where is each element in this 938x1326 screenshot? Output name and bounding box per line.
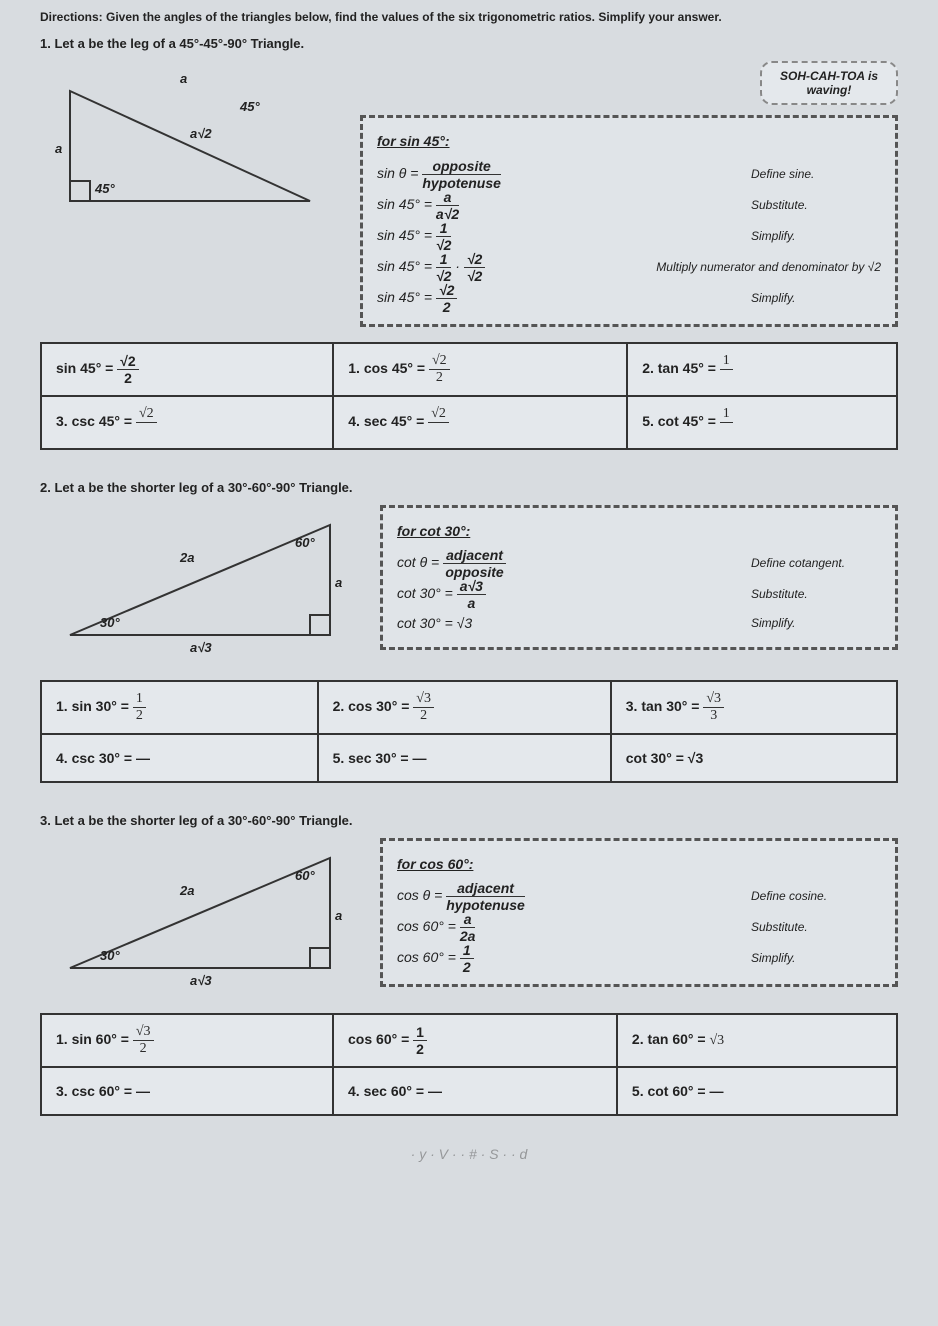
p2-tan: 3. tan 30° = √33 <box>611 681 897 734</box>
p3-cos: cos 60° = 12 <box>333 1014 617 1067</box>
p1-cot: 5. cot 45° = 1 <box>627 396 897 449</box>
work2-r1-eq: cot θ = adjacentopposite <box>397 548 741 579</box>
p2-sin: 1. sin 30° = 12 <box>41 681 318 734</box>
tri3-ang60: 60° <box>295 868 315 883</box>
work2-r3-lbl: Simplify. <box>741 612 881 635</box>
tri2-ang30: 30° <box>100 615 120 630</box>
tri3-hyp: 2a <box>180 883 194 898</box>
triangle-3: 2a a a√3 30° 60° <box>40 838 360 998</box>
work2-heading: for cot 30°: <box>397 518 881 545</box>
p3-sin: 1. sin 60° = √32 <box>41 1014 333 1067</box>
work3-r1-eq: cos θ = adjacenthypotenuse <box>397 881 741 912</box>
work2-r2-eq: cot 30° = a√3a <box>397 579 741 610</box>
p3-sec: 4. sec 60° = — <box>333 1067 617 1115</box>
work1-r5-lbl: Simplify. <box>741 287 881 310</box>
work1-r4-eq: sin 45° = 1√2 · √2√2 <box>377 252 646 283</box>
work1-r5-eq: sin 45° = √22 <box>377 283 741 314</box>
problem-2-title: 2. Let a be the shorter leg of a 30°-60°… <box>40 480 898 495</box>
p1-tan: 2. tan 45° = 1 <box>627 343 897 396</box>
work1-r3-lbl: Simplify. <box>741 225 881 248</box>
p2-sec: 5. sec 30° = — <box>318 734 611 782</box>
tri3-short: a <box>335 908 342 923</box>
p3-tan: 2. tan 60° = √3 <box>617 1014 897 1067</box>
triangle-2: 2a a a√3 30° 60° <box>40 505 360 665</box>
problem-1: 1. Let a be the leg of a 45°-45°-90° Tri… <box>40 36 898 450</box>
p3-cot: 5. cot 60° = — <box>617 1067 897 1115</box>
tri2-short: a <box>335 575 342 590</box>
tri2-ang60: 60° <box>295 535 315 550</box>
p1-sec: 4. sec 45° = √2 <box>333 396 627 449</box>
tri1-side-top: a <box>180 71 187 86</box>
work2-r1-lbl: Define cotangent. <box>741 552 881 575</box>
work1-heading: for sin 45°: <box>377 128 881 155</box>
work1-r4-lbl: Multiply numerator and denominator by √2 <box>646 256 881 279</box>
answers-table-3: 1. sin 60° = √32 cos 60° = 12 2. tan 60°… <box>40 1013 898 1116</box>
problem-3: 3. Let a be the shorter leg of a 30°-60°… <box>40 813 898 1116</box>
work1-r1-eq: sin θ = oppositehypotenuse <box>377 159 741 190</box>
work1-r2-eq: sin 45° = aa√2 <box>377 190 741 221</box>
tri1-ang45b: 45° <box>240 99 260 114</box>
p3-csc: 3. csc 60° = — <box>41 1067 333 1115</box>
work1-r2-lbl: Substitute. <box>741 194 881 217</box>
work3-r3-lbl: Simplify. <box>741 947 881 970</box>
tri1-hyp: a√2 <box>190 126 212 141</box>
work1-r1-lbl: Define sine. <box>741 163 881 186</box>
p2-csc: 4. csc 30° = — <box>41 734 318 782</box>
work2-r2-lbl: Substitute. <box>741 583 881 606</box>
work3-r1-lbl: Define cosine. <box>741 885 881 908</box>
work3-heading: for cos 60°: <box>397 851 881 878</box>
tri2-hyp: 2a <box>180 550 194 565</box>
answers-table-2: 1. sin 30° = 12 2. cos 30° = √32 3. tan … <box>40 680 898 783</box>
p2-cot: cot 30° = √3 <box>611 734 897 782</box>
tri1-side-a: a <box>55 141 62 156</box>
work-box-3: for cos 60°: cos θ = adjacenthypotenuseD… <box>380 838 898 988</box>
answers-table-1: sin 45° = √22 1. cos 45° = √22 2. tan 45… <box>40 342 898 450</box>
work3-r2-lbl: Substitute. <box>741 916 881 939</box>
hint-bubble: SOH-CAH-TOA is waving! <box>760 61 898 105</box>
p1-sin: sin 45° = √22 <box>41 343 333 396</box>
work-box-2: for cot 30°: cot θ = adjacentoppositeDef… <box>380 505 898 650</box>
problem-2: 2. Let a be the shorter leg of a 30°-60°… <box>40 480 898 783</box>
p1-csc: 3. csc 45° = √2 <box>41 396 333 449</box>
work3-r2-eq: cos 60° = a2a <box>397 912 741 943</box>
work3-r3-eq: cos 60° = 12 <box>397 943 741 974</box>
problem-3-title: 3. Let a be the shorter leg of a 30°-60°… <box>40 813 898 828</box>
instructions-text: Directions: Given the angles of the tria… <box>40 10 898 24</box>
bubble-line2: waving! <box>807 83 852 97</box>
work2-r3-eq: cot 30° = √3 <box>397 610 741 637</box>
problem-1-title: 1. Let a be the leg of a 45°-45°-90° Tri… <box>40 36 898 51</box>
bubble-line1: SOH-CAH-TOA is <box>780 69 878 83</box>
triangle-1: a a a√2 45° 45° <box>40 61 340 231</box>
tri3-long: a√3 <box>190 973 212 988</box>
tri3-ang30: 30° <box>100 948 120 963</box>
tri1-ang45a: 45° <box>95 181 115 196</box>
work1-r3-eq: sin 45° = 1√2 <box>377 221 741 252</box>
footer-scribble: · y · V · · # · S · · d <box>40 1146 898 1162</box>
tri2-long: a√3 <box>190 640 212 655</box>
p1-cos: 1. cos 45° = √22 <box>333 343 627 396</box>
p2-cos: 2. cos 30° = √32 <box>318 681 611 734</box>
work-box-1: for sin 45°: sin θ = oppositehypotenuseD… <box>360 115 898 327</box>
